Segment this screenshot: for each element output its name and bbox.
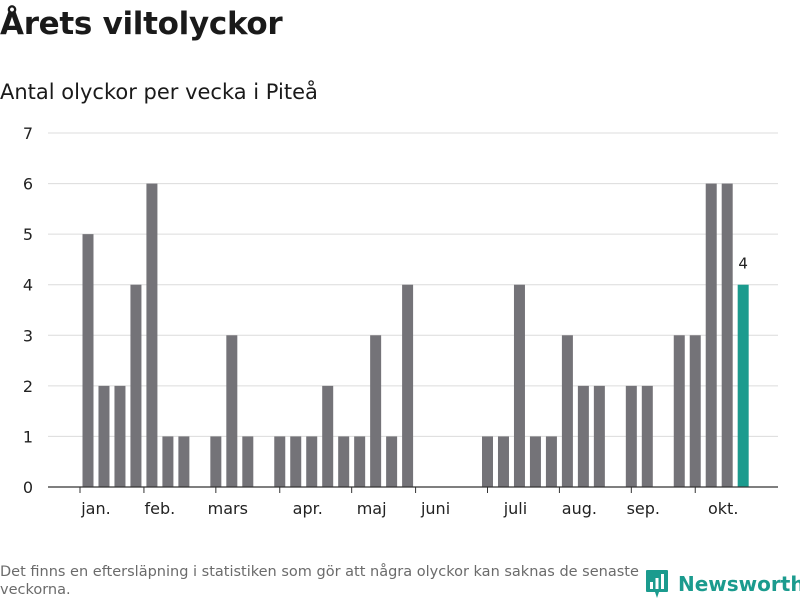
bar bbox=[593, 385, 605, 487]
bar bbox=[561, 335, 573, 487]
x-tick-label: sep. bbox=[627, 499, 660, 518]
bar bbox=[529, 436, 541, 487]
y-tick-label: 4 bbox=[23, 276, 33, 295]
y-tick-label: 6 bbox=[23, 175, 33, 194]
bar bbox=[98, 385, 110, 487]
data-label: 4 bbox=[738, 255, 748, 273]
y-tick-label: 7 bbox=[23, 124, 33, 143]
footnote: Det finns en eftersläpning i statistiken… bbox=[0, 564, 639, 598]
bar bbox=[82, 234, 94, 487]
x-tick-label: juli bbox=[503, 499, 527, 518]
bar bbox=[178, 436, 190, 487]
x-tick-label: feb. bbox=[145, 499, 176, 518]
bar bbox=[577, 385, 589, 487]
bar bbox=[210, 436, 222, 487]
bar bbox=[290, 436, 302, 487]
bar bbox=[721, 183, 733, 488]
bar bbox=[689, 335, 701, 487]
x-tick-label: juni bbox=[420, 499, 450, 518]
bar bbox=[370, 335, 382, 487]
bar bbox=[386, 436, 398, 487]
bar bbox=[338, 436, 350, 487]
bar bbox=[497, 436, 509, 487]
y-axis-labels: 0 1 2 3 4 5 6 7 bbox=[23, 124, 33, 497]
bar bbox=[242, 436, 254, 487]
bar bbox=[641, 385, 653, 487]
chart-title: Årets viltolyckor bbox=[0, 6, 283, 42]
bar bbox=[146, 183, 158, 488]
y-tick-label: 0 bbox=[23, 478, 33, 497]
bar bbox=[402, 284, 414, 487]
x-axis: jan. feb. mars apr. maj juni juli aug. sep. okt. bbox=[48, 486, 778, 518]
newsworthy-logo-icon bbox=[646, 570, 668, 598]
bar bbox=[513, 284, 525, 487]
x-tick-label: aug. bbox=[562, 499, 597, 518]
bar bbox=[625, 385, 637, 487]
bar bbox=[114, 385, 126, 487]
bar bbox=[673, 335, 685, 487]
chart-subtitle: Antal olyckor per vecka i Piteå bbox=[0, 80, 318, 104]
bar bbox=[226, 335, 238, 487]
x-tick-label: jan. bbox=[80, 499, 110, 518]
y-tick-label: 1 bbox=[23, 427, 33, 446]
bar-chart: 0 1 2 3 4 5 6 7 jan. feb. mars apr. maj juni juli aug.… bbox=[23, 124, 778, 518]
bar bbox=[274, 436, 286, 487]
bar bbox=[306, 436, 318, 487]
newsworthy-logo[interactable]: Newsworthy bbox=[645, 569, 800, 599]
bar-series bbox=[82, 183, 749, 488]
bar bbox=[705, 183, 717, 488]
bar-highlight bbox=[737, 284, 749, 487]
x-tick-label: mars bbox=[208, 499, 248, 518]
bar bbox=[482, 436, 493, 487]
x-tick-label: maj bbox=[357, 499, 387, 518]
bar bbox=[545, 436, 557, 487]
bar bbox=[322, 385, 334, 487]
data-labels: 4 bbox=[738, 255, 748, 273]
brand-name: Newsworthy bbox=[678, 572, 800, 596]
bar bbox=[130, 284, 142, 487]
bar bbox=[354, 436, 366, 487]
bar bbox=[162, 436, 174, 487]
y-tick-label: 5 bbox=[23, 225, 33, 244]
y-tick-label: 2 bbox=[23, 377, 33, 396]
y-tick-label: 3 bbox=[23, 326, 33, 345]
x-tick-label: apr. bbox=[293, 499, 323, 518]
x-tick-label: okt. bbox=[708, 499, 738, 518]
